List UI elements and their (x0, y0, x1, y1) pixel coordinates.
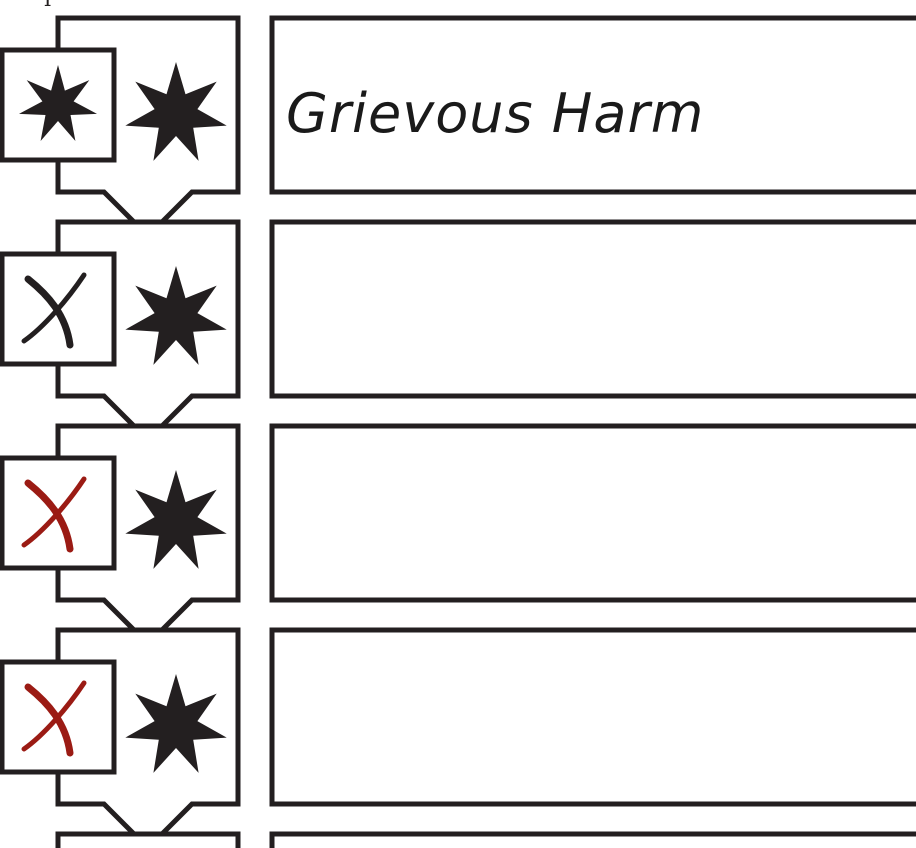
x-mark-icon (21, 680, 87, 757)
seven-point-star-icon (19, 65, 97, 141)
seven-point-star-icon (125, 674, 227, 773)
harm-row (0, 423, 916, 648)
seven-point-star-icon (125, 470, 227, 569)
harm-description-field[interactable] (269, 15, 916, 195)
harm-row: Grievous Harm (0, 15, 916, 240)
seven-point-star-icon (125, 266, 227, 365)
harm-description-text: Grievous Harm (286, 82, 704, 145)
x-mark-icon (21, 476, 87, 553)
harm-row (0, 219, 916, 444)
x-mark-icon (21, 272, 87, 349)
chevron-frame (55, 831, 241, 848)
harm-row (0, 627, 916, 848)
harm-description-field[interactable] (269, 627, 916, 807)
harm-row (55, 831, 916, 848)
harm-description-field[interactable] (269, 423, 916, 603)
harm-description-field[interactable] (269, 831, 916, 848)
top-glyph-fragment: ı (44, 0, 51, 12)
harm-description-field[interactable] (269, 219, 916, 399)
seven-point-star-icon (125, 62, 227, 161)
